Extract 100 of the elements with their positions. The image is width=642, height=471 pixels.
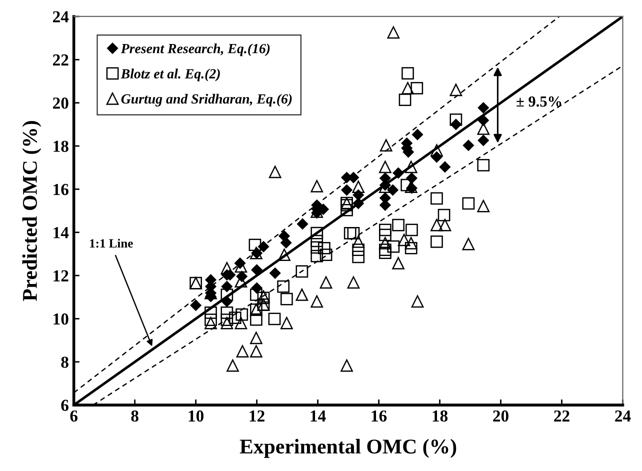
point bbox=[320, 276, 332, 289]
point bbox=[268, 166, 282, 178]
y-axis-title: Predicted OMC (%) bbox=[22, 121, 42, 302]
point bbox=[296, 265, 308, 278]
y-tick-label: 18 bbox=[54, 140, 68, 152]
point bbox=[220, 314, 234, 326]
point bbox=[228, 312, 242, 324]
point bbox=[430, 218, 443, 232]
point bbox=[411, 295, 424, 308]
x-tick-label: 12 bbox=[250, 410, 264, 422]
point bbox=[404, 242, 418, 254]
point bbox=[379, 160, 392, 174]
y-tick-label: 12 bbox=[54, 270, 68, 282]
point bbox=[310, 241, 324, 254]
point bbox=[251, 264, 262, 276]
point bbox=[438, 218, 452, 232]
x-tick-label: 18 bbox=[432, 410, 448, 422]
point bbox=[220, 316, 234, 330]
point bbox=[248, 238, 262, 252]
point bbox=[352, 244, 365, 256]
y-tick-label: 10 bbox=[54, 313, 68, 325]
point bbox=[412, 129, 424, 140]
point bbox=[341, 184, 352, 196]
point bbox=[398, 234, 410, 246]
point bbox=[258, 241, 270, 252]
point bbox=[204, 316, 217, 330]
x-tick-label: 10 bbox=[188, 410, 204, 422]
point bbox=[270, 268, 281, 279]
point bbox=[387, 26, 400, 39]
x-tick-label: 16 bbox=[372, 410, 387, 422]
point bbox=[344, 227, 356, 240]
point bbox=[380, 139, 392, 152]
point bbox=[392, 218, 404, 232]
point bbox=[220, 306, 234, 319]
point bbox=[236, 345, 249, 358]
point bbox=[250, 332, 262, 344]
point bbox=[340, 359, 353, 372]
point bbox=[379, 228, 392, 242]
point bbox=[398, 94, 412, 106]
point bbox=[392, 257, 404, 270]
y-tick-label: 14 bbox=[54, 227, 69, 238]
point bbox=[478, 134, 489, 146]
point bbox=[392, 167, 404, 179]
point bbox=[462, 197, 475, 210]
point bbox=[478, 102, 489, 114]
point bbox=[280, 316, 293, 330]
point bbox=[406, 224, 418, 236]
point bbox=[250, 345, 262, 358]
point bbox=[352, 198, 364, 209]
annotation: 1:1 Line bbox=[90, 238, 133, 248]
x-tick-label: 6 bbox=[70, 410, 78, 422]
y-tick-label: 8 bbox=[61, 356, 68, 368]
y-tick-label: 16 bbox=[54, 184, 68, 196]
point bbox=[347, 276, 360, 289]
point bbox=[318, 242, 330, 254]
point bbox=[438, 208, 450, 222]
point bbox=[404, 236, 418, 250]
point bbox=[226, 359, 239, 372]
point bbox=[204, 306, 217, 319]
x-tick-label: 22 bbox=[554, 410, 570, 422]
point bbox=[478, 114, 489, 126]
point bbox=[280, 237, 292, 248]
point bbox=[310, 226, 324, 240]
point bbox=[352, 250, 365, 264]
point bbox=[430, 235, 443, 248]
x-tick-label: 24 bbox=[615, 410, 631, 422]
point bbox=[236, 308, 248, 321]
point bbox=[297, 218, 308, 230]
point bbox=[234, 316, 248, 330]
point bbox=[310, 295, 324, 308]
point bbox=[462, 140, 474, 151]
point bbox=[450, 113, 462, 126]
point bbox=[310, 250, 324, 262]
point bbox=[190, 300, 202, 311]
point bbox=[352, 180, 365, 193]
point bbox=[477, 159, 490, 172]
point bbox=[402, 67, 414, 80]
point bbox=[352, 235, 365, 248]
point bbox=[430, 192, 443, 205]
point bbox=[439, 161, 450, 172]
point bbox=[404, 160, 418, 174]
y-tick-label: 20 bbox=[53, 98, 68, 109]
legend-label: Gurtug and Sridharan, Eq.(6) bbox=[121, 94, 292, 106]
point bbox=[320, 248, 332, 261]
point bbox=[462, 238, 475, 250]
point bbox=[310, 234, 324, 248]
legend-label: Present Research, Eq.(16) bbox=[120, 44, 270, 56]
y-tick-label: 24 bbox=[53, 11, 69, 22]
point bbox=[250, 313, 262, 326]
point bbox=[402, 82, 414, 94]
x-axis-title: Experimental OMC (%) bbox=[240, 438, 456, 458]
point bbox=[387, 240, 400, 253]
point bbox=[204, 314, 217, 326]
point bbox=[347, 227, 360, 240]
x-tick-label: 20 bbox=[493, 410, 508, 422]
point bbox=[310, 180, 324, 192]
y-tick-label: 6 bbox=[61, 400, 68, 412]
point bbox=[379, 224, 392, 236]
point bbox=[268, 312, 281, 326]
point bbox=[278, 248, 290, 261]
